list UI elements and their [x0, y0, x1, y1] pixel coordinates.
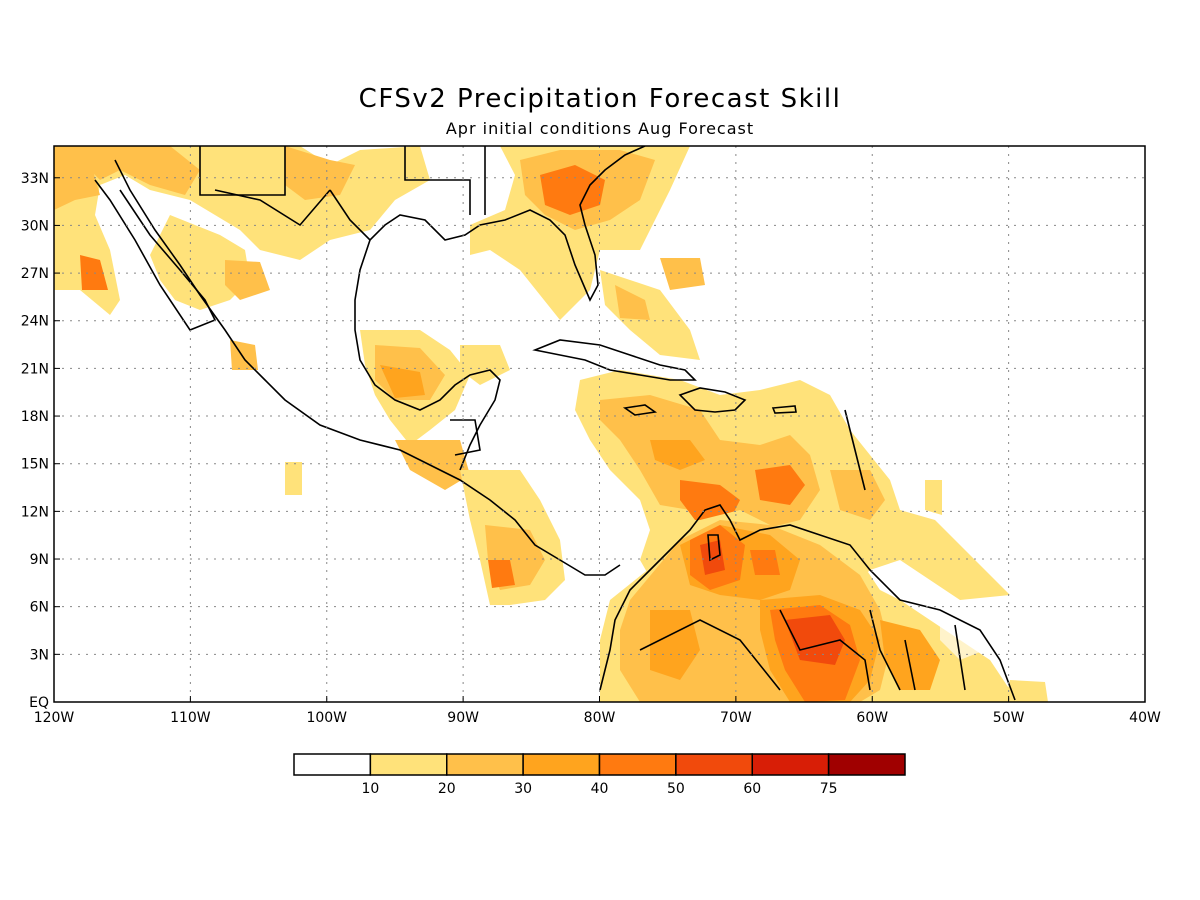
chart-title: CFSv2 Precipitation Forecast Skill	[358, 84, 842, 114]
colorbar-swatch	[369, 753, 448, 776]
colorbar-swatch	[598, 753, 677, 776]
y-tick-label: 33N	[21, 171, 49, 187]
y-tick-label: 15N	[21, 457, 49, 473]
colorbar-swatch	[522, 753, 601, 776]
y-tick-label: EQ	[29, 695, 49, 711]
x-tick-label: 50W	[993, 710, 1025, 726]
colorbar-swatch	[293, 753, 372, 776]
y-tick-label: 12N	[21, 504, 49, 520]
colorbar-label: 20	[438, 781, 456, 797]
gridlines	[54, 146, 1145, 702]
x-tick-label: 80W	[584, 710, 616, 726]
colorbar-label: 50	[667, 781, 685, 797]
colorbar-label: 40	[591, 781, 609, 797]
y-tick-label: 6N	[30, 600, 49, 616]
colorbar-swatch	[827, 753, 906, 776]
x-tick-label: 60W	[856, 710, 888, 726]
colorbar-swatch	[446, 753, 524, 776]
x-tick-label: 120W	[34, 710, 75, 726]
x-tick-label: 100W	[306, 710, 347, 726]
y-tick-label: 18N	[21, 409, 49, 425]
y-axis-ticks: EQ 3N 6N 9N 12N 15N 18N 21N 24N 27N 30N 33N	[21, 171, 60, 711]
y-tick-label: 30N	[21, 218, 49, 234]
y-tick-label: 27N	[21, 266, 49, 282]
colorbar-label: 60	[743, 781, 761, 797]
colorbar-swatch	[675, 753, 753, 776]
colorbar-label: 10	[361, 781, 379, 797]
y-tick-label: 3N	[30, 647, 49, 663]
colorbar-label: 30	[514, 781, 532, 797]
x-tick-label: 90W	[447, 710, 479, 726]
skill-shading	[54, 146, 1048, 702]
y-tick-label: 21N	[21, 361, 49, 377]
y-tick-label: 9N	[30, 552, 49, 568]
y-tick-label: 24N	[21, 314, 49, 330]
x-tick-label: 70W	[720, 710, 752, 726]
colorbar-swatch	[751, 753, 830, 776]
colorbar-label: 75	[820, 781, 838, 797]
chart-subtitle: Apr initial conditions Aug Forecast	[445, 119, 755, 138]
x-tick-label: 40W	[1129, 710, 1161, 726]
x-tick-label: 110W	[170, 710, 211, 726]
x-axis-ticks: 120W 110W 100W 90W 80W 70W 60W 50W 40W	[34, 696, 1161, 726]
